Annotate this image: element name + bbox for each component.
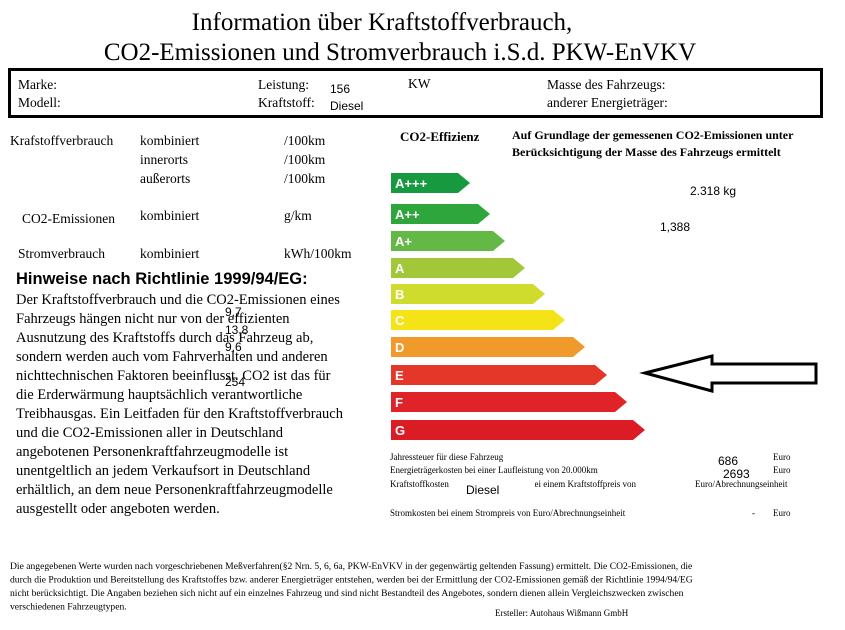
efficiency-class-label: B: [395, 287, 404, 302]
row-sublabel: innerorts: [140, 152, 188, 167]
efficiency-class-arrow: [391, 204, 490, 224]
field-unit: KW: [408, 76, 431, 91]
field-label: Marke:: [18, 77, 57, 92]
efficiency-basis: Berücksichtigung der Masse des Fahrzeugs…: [512, 145, 781, 159]
notes-title: Hinweise nach Richtlinie 1999/94/EG:: [16, 270, 308, 288]
consumption-value: 13,8: [225, 323, 249, 337]
field-label: anderer Energieträger:: [547, 95, 668, 110]
cost-label: Stromkosten bei einem Strompreis von Eur…: [390, 508, 626, 518]
mass-value: 2.318 kg: [690, 184, 736, 198]
efficiency-class-arrow: [391, 310, 565, 330]
field-value: 156: [330, 82, 350, 96]
cost-value: -: [752, 508, 755, 518]
efficiency-class-arrow: [391, 258, 525, 278]
row-unit: /100km: [284, 171, 326, 186]
cost-label: Energieträgerkosten bei einer Laufleistu…: [390, 465, 598, 475]
consumption-value: 9,6: [225, 340, 242, 354]
cost-unit: Euro: [773, 465, 791, 475]
efficiency-class-arrow: [391, 231, 505, 251]
title-line: Information über Kraftstoffverbrauch,: [192, 9, 573, 36]
notes-line: die Erderwärmung hauptsächlich verantwor…: [16, 387, 302, 403]
ratio-value: 1,388: [660, 220, 690, 234]
field-value: Diesel: [330, 99, 363, 113]
row-sublabel: kombiniert: [140, 133, 199, 148]
title-line: CO2-Emissionen und Stromverbrauch i.S.d.…: [104, 39, 696, 66]
cost-unit: Euro/Abrechnungseinheit: [695, 479, 788, 489]
notes-line: und die CO2-Emissionen aller in Deutschl…: [16, 425, 284, 441]
co2-value: 254: [225, 375, 245, 389]
row-sublabel: außerorts: [140, 171, 190, 186]
efficiency-class-label: A+: [395, 234, 412, 249]
notes-line: ausgestellt oder angeboten werden.: [16, 501, 220, 517]
field-label: Masse des Fahrzeugs:: [547, 77, 665, 92]
field-label: Kraftstoff:: [258, 95, 315, 110]
notes-line: sondern werden auch vom Fahrverhalten un…: [16, 349, 328, 365]
cost-value: 2693: [723, 467, 750, 481]
efficiency-class-label: A+++: [395, 176, 428, 191]
fuel-type: Diesel: [466, 483, 499, 497]
cost-label: Kraftstoffkosten: [390, 479, 449, 489]
cost-label: Jahressteuer für diese Fahrzeug: [390, 452, 504, 462]
efficiency-class-arrow: [391, 173, 470, 193]
footer-line: durch die Produktion und Bereitstellung …: [10, 575, 693, 586]
cost-unit: Euro: [773, 508, 791, 518]
footer-line: Die angegebenen Werte wurden nach vorges…: [10, 561, 692, 572]
efficiency-title: CO2-Effizienz: [400, 129, 480, 144]
field-label: Leistung:: [258, 77, 309, 92]
row-unit: g/km: [284, 208, 312, 223]
class-pointer-arrow: [639, 354, 818, 393]
efficiency-class-arrow: [391, 392, 627, 412]
row-sublabel: kombiniert: [140, 246, 199, 261]
row-label: CO2-Emissionen: [22, 211, 115, 226]
footer-line: verschiedenen Fahrzeugtypen.: [10, 602, 127, 613]
cost-value: 686: [718, 454, 738, 468]
row-unit: /100km: [284, 152, 326, 167]
efficiency-class-label: A++: [395, 207, 420, 222]
footer-line: nicht berücksichtigt. Die Angaben bezieh…: [10, 588, 684, 599]
cost-label: bei einem Kraftstoffpreis von: [530, 479, 637, 489]
consumption-value: 9,7: [225, 305, 242, 319]
efficiency-class-label: F: [395, 395, 403, 410]
notes-line: Fahrzeugs hängen nicht nur von der effiz…: [16, 311, 290, 327]
row-label: Stromverbrauch: [18, 246, 105, 261]
notes-line: Treibhausgas. Ein Leitfaden für den Kraf…: [16, 406, 344, 422]
row-label: Krafstoffverbrauch: [10, 133, 113, 148]
efficiency-class-label: E: [395, 368, 404, 383]
efficiency-basis: Auf Grundlage der gemessenen CO2-Emissio…: [512, 128, 794, 142]
efficiency-class-arrow: [391, 365, 607, 385]
row-sublabel: kombiniert: [140, 208, 199, 223]
fuel-type-backing: [463, 479, 535, 494]
vehicle-box: [8, 68, 823, 118]
efficiency-class-label: C: [395, 313, 405, 328]
row-unit: /100km: [284, 133, 326, 148]
notes-line: unentgeltlich an jedem Verkaufsort in De…: [16, 463, 311, 479]
notes-line: Der Kraftstoffverbrauch und die CO2-Emis…: [16, 292, 340, 308]
efficiency-class-label: D: [395, 340, 404, 355]
efficiency-class-label: G: [395, 423, 405, 438]
notes-line: angebotenen Personenkraftfahrzeugmodelle…: [16, 444, 288, 460]
notes-line: nichttechnischen Faktoren beeinflusst. C…: [16, 368, 331, 384]
efficiency-class-arrow: [391, 337, 585, 357]
efficiency-class-arrow: [391, 420, 645, 440]
creator: Ersteller: Autohaus Wißmann GmbH: [495, 608, 629, 618]
text-layer: Information über Kraftstoffverbrauch, CO2…: [10, 9, 794, 618]
row-unit: kWh/100km: [284, 246, 352, 261]
efficiency-class-label: A: [395, 261, 405, 276]
efficiency-class-arrow: [391, 284, 545, 304]
field-label: Modell:: [18, 95, 61, 110]
notes-line: erhältlich, an dem neue Personenkraftfah…: [16, 482, 333, 498]
notes-line: Ausnutzung des Kraftstoffs durch das Fah…: [16, 330, 313, 346]
cost-unit: Euro: [773, 452, 791, 462]
